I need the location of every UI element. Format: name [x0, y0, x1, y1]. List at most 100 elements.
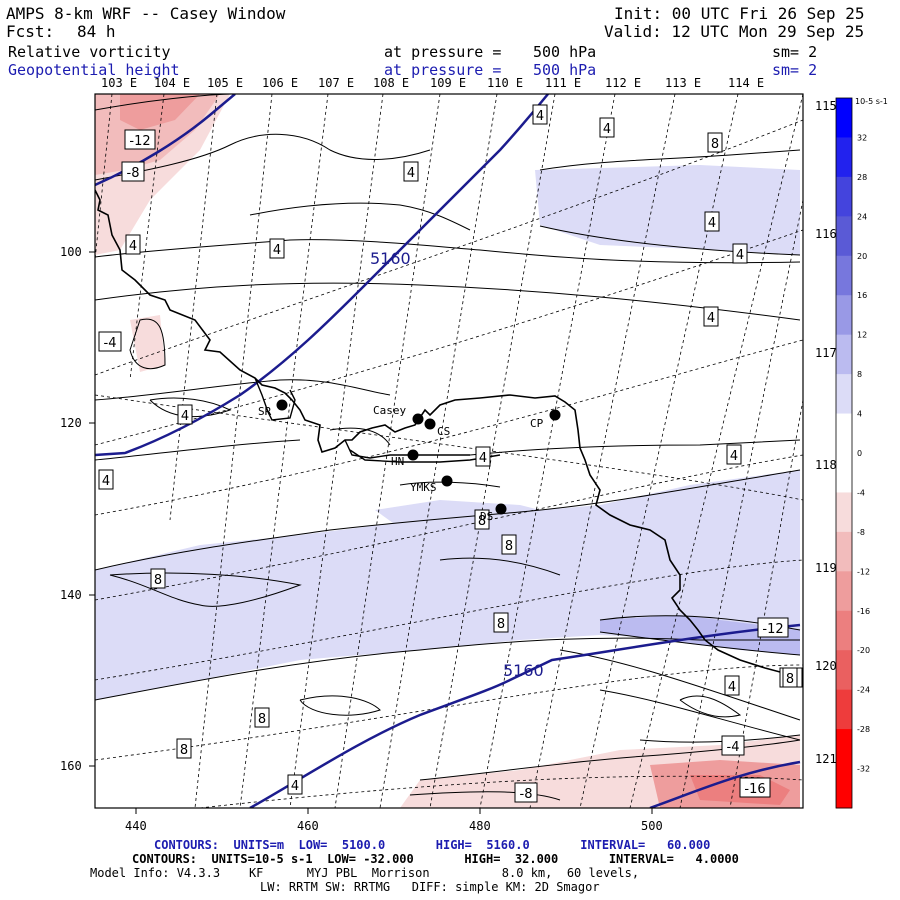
vorticity-label-box	[726, 444, 742, 465]
colorbar-tick-label: 12	[857, 331, 867, 340]
vorticity-label-box	[707, 132, 723, 153]
colorbar-swatch	[836, 255, 852, 296]
vorticity-label-box	[150, 568, 166, 589]
vorticity-label-box	[732, 243, 748, 264]
vorticity-label-box	[176, 738, 192, 759]
positive-vorticity-shading	[600, 615, 800, 655]
colorbar-swatch	[836, 729, 852, 770]
field1-name: Relative vorticity	[8, 43, 171, 61]
coastline	[344, 439, 470, 459]
vorticity-label-box	[474, 509, 490, 530]
vorticity-label-box	[98, 331, 122, 352]
vorticity-contour-label: 8	[786, 672, 794, 687]
colorbar-swatch	[836, 98, 852, 138]
top-lon-label: 104 E	[154, 76, 191, 90]
vorticity-contour-label: 4	[707, 311, 715, 326]
colorbar-units: 10-5 s-1	[855, 97, 888, 106]
station-label: DS	[480, 510, 493, 523]
vorticity-contour-label: 8	[711, 137, 719, 152]
vorticity-contour-label: -8	[127, 166, 140, 181]
height-contour-label: 5160	[503, 661, 544, 680]
top-lon-label: 103 E	[101, 76, 138, 90]
vorticity-label-box	[599, 117, 615, 138]
vorticity-label-box	[287, 774, 303, 795]
vorticity-contour-label: 4	[273, 243, 281, 258]
station-marker	[549, 409, 561, 421]
colorbar-tick-label: -32	[857, 765, 870, 774]
vorticity-contour-label: -16	[744, 782, 765, 797]
vorticity-contour-label: 4	[603, 122, 611, 137]
y-axis-label: 160	[60, 759, 82, 773]
colorbar-tick-label: 32	[857, 133, 867, 142]
field1-level: 500 hPa	[533, 43, 597, 61]
top-lon-label: 107 E	[318, 76, 355, 90]
x-axis-label: 440	[125, 819, 147, 833]
colorbar-tick-label: -28	[857, 725, 870, 734]
vorticity-contour-label: 4	[736, 248, 744, 263]
station-label: YMKS	[410, 481, 437, 494]
colorbar-tick-label: 0	[857, 449, 862, 458]
x-axis-label: 480	[469, 819, 491, 833]
vorticity-contour-label: 4	[479, 451, 487, 466]
vorticity-label-box	[98, 469, 114, 490]
colorbar-tick-label: 24	[857, 212, 867, 221]
footer-height-contours: CONTOURS: UNITS=m LOW= 5100.0 HIGH= 5160…	[154, 838, 711, 852]
vorticity-contour-label: 4	[407, 166, 415, 181]
vorticity-contour-label: 8	[154, 573, 162, 588]
colorbar-tick-label: -16	[857, 607, 870, 616]
top-lon-label: 114 E	[728, 76, 765, 90]
positive-vorticity-shading	[535, 165, 800, 255]
colorbar-swatch	[836, 413, 852, 454]
colorbar-swatch	[836, 453, 852, 493]
colorbar-swatch	[836, 334, 852, 375]
negative-vorticity-shading	[130, 315, 165, 372]
top-lon-label: 108 E	[373, 76, 410, 90]
field2-level-text: at pressure =	[384, 61, 502, 79]
colorbar-swatch	[836, 650, 852, 691]
top-lon-label: 111 E	[545, 76, 582, 90]
colorbar-swatch	[836, 295, 852, 336]
station-marker	[424, 418, 436, 430]
vorticity-label-box	[177, 404, 193, 425]
forecast-label: Fcst:	[6, 22, 55, 41]
vorticity-label-box	[493, 612, 509, 633]
colorbar-tick-label: -12	[857, 567, 870, 576]
colorbar-swatch	[836, 176, 852, 217]
colorbar-tick-label: 4	[857, 410, 862, 419]
colorbar-tick-label: -8	[857, 528, 865, 537]
vorticity-label-box	[703, 306, 719, 327]
height-contour-label: 5160	[370, 249, 411, 268]
vorticity-label-box	[269, 238, 285, 259]
vorticity-label-box	[475, 446, 491, 467]
vorticity-contour-label: 8	[180, 743, 188, 758]
vorticity-label-box	[532, 104, 548, 125]
model-title: AMPS 8-km WRF -- Casey Window	[6, 4, 286, 23]
vorticity-contour-label: 4	[102, 474, 110, 489]
vorticity-contour-label: 4	[291, 779, 299, 794]
x-axis-label: 500	[641, 819, 663, 833]
vorticity-label-box	[403, 161, 419, 182]
vorticity-label-box	[757, 617, 789, 638]
vorticity-contour-label: 8	[505, 539, 513, 554]
vorticity-contour-label: 4	[129, 239, 137, 254]
vorticity-label-box	[501, 534, 517, 555]
field2-smoothing: sm= 2	[772, 61, 818, 79]
top-lon-label: 110 E	[487, 76, 524, 90]
coastline	[95, 189, 800, 673]
colorbar-tick-label: 20	[857, 252, 867, 261]
vorticity-contour-label: 8	[497, 617, 505, 632]
vorticity-contour-label: 8	[478, 514, 486, 529]
vorticity-label-box	[724, 675, 740, 696]
y-axis-label: 120	[60, 416, 82, 430]
station-label: SR	[258, 405, 272, 418]
top-lon-label: 109 E	[430, 76, 467, 90]
field2-name: Geopotential height	[8, 61, 180, 79]
colorbar-tick-label: 16	[857, 291, 867, 300]
x-axis-label: 460	[297, 819, 319, 833]
footer-physics-info: LW: RRTM SW: RRTMG DIFF: simple KM: 2D S…	[260, 880, 600, 894]
top-lon-label: 106 E	[262, 76, 299, 90]
negative-vorticity-shading	[542, 790, 600, 808]
vorticity-label-box	[121, 161, 145, 182]
station-label: CP	[530, 417, 544, 430]
